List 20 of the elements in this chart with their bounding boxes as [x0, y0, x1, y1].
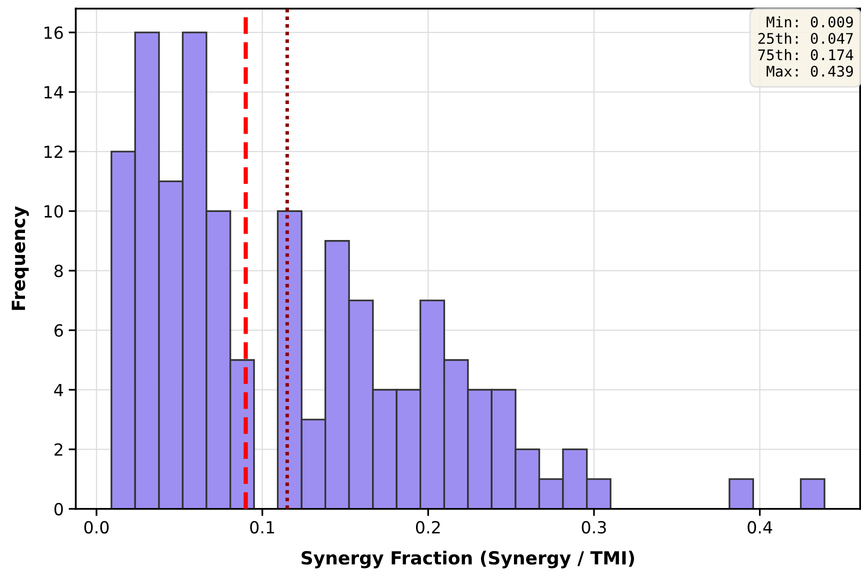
annotation: Max: 0.439: [766, 66, 853, 77]
y-tick-label: 6: [54, 324, 63, 337]
x-tick-label: 0.3: [582, 520, 606, 534]
y-axis-title: Frequency: [12, 206, 29, 310]
y-tick-label: 8: [54, 264, 63, 278]
y-tick-label: 0: [54, 502, 63, 516]
y-tick-label: 12: [44, 146, 62, 158]
x-axis-title: Synergy Fraction (Synergy / TMI): [302, 550, 634, 568]
annotation: 75th: 0.174: [758, 49, 854, 60]
y-tick-label: 2: [54, 443, 62, 456]
annotation: Min: 0.009: [766, 16, 853, 28]
annotation: 25th: 0.047: [758, 32, 853, 44]
y-tick-label: 4: [54, 384, 64, 396]
x-tick-label: 0.2: [416, 520, 440, 534]
y-tick-label: 16: [44, 26, 63, 40]
y-tick-label: 10: [44, 205, 63, 218]
x-tick-label: 0.1: [250, 520, 274, 534]
y-tick-label: 14: [44, 86, 64, 98]
x-tick-label: 0.4: [748, 520, 772, 534]
x-tick-label: 0.0: [84, 520, 109, 534]
